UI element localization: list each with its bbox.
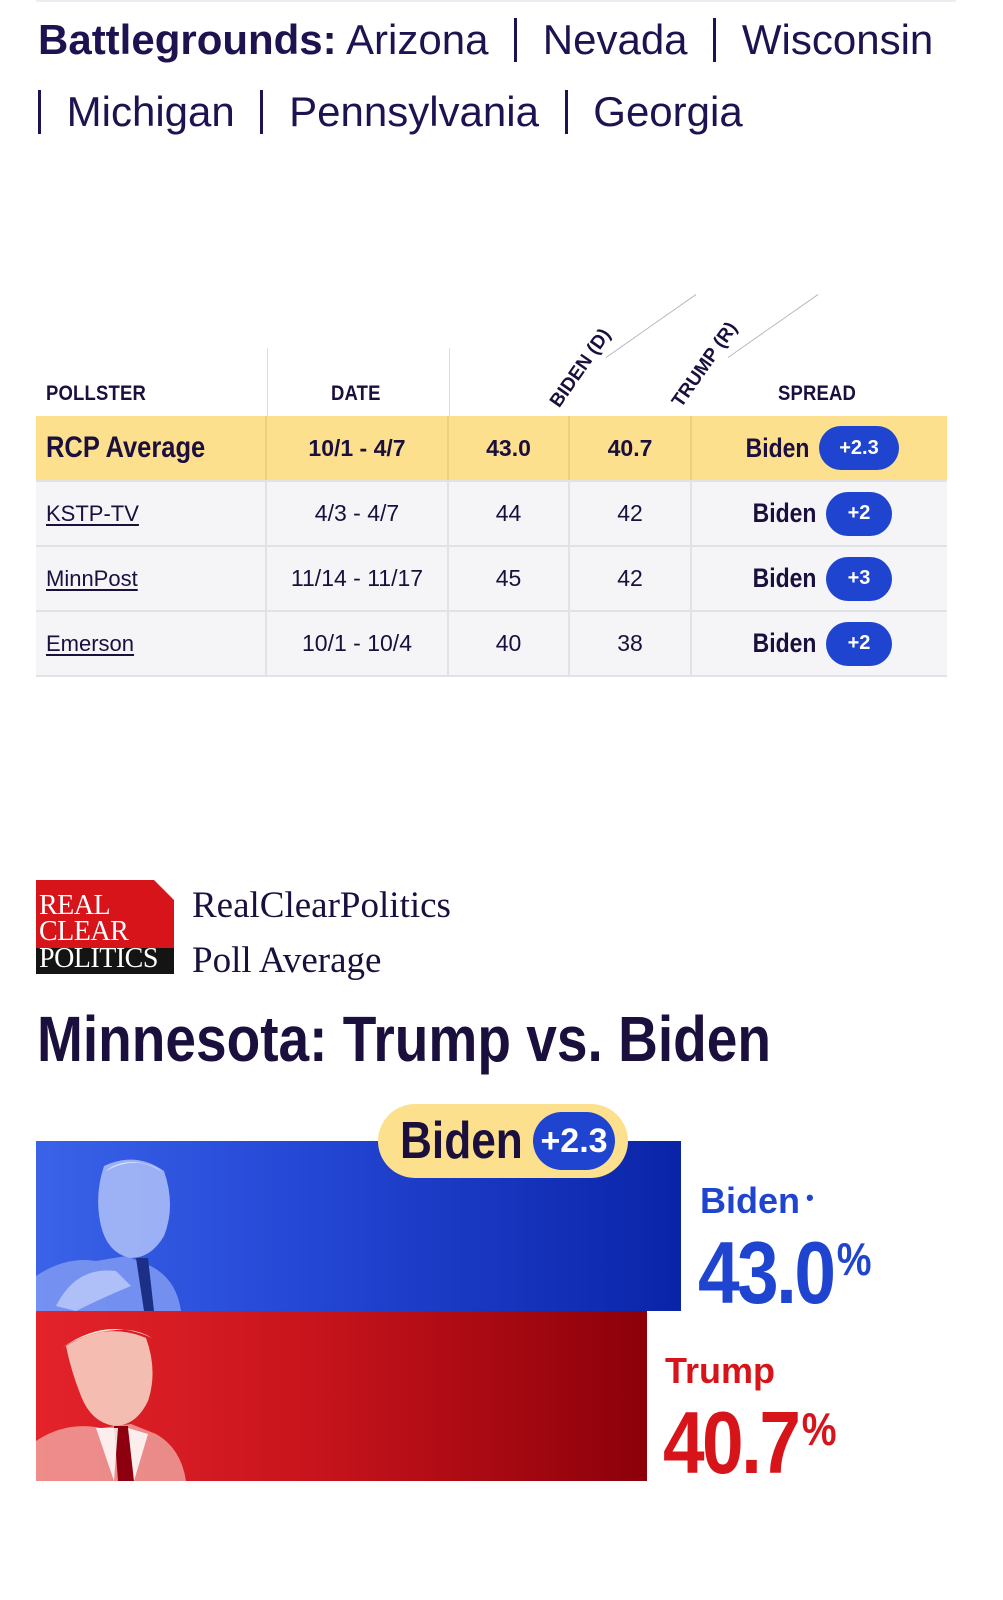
rcp-brand-name: RealClearPolitics xyxy=(192,885,451,926)
cell-biden: 44 xyxy=(449,482,570,545)
battleground-link-pennsylvania[interactable]: Pennsylvania xyxy=(289,88,539,135)
header-biden: BIDEN (D) xyxy=(545,325,616,412)
spread-badge: +3 xyxy=(826,556,892,601)
battleground-link-nevada[interactable]: Nevada xyxy=(542,16,688,63)
header-date: DATE xyxy=(331,382,381,405)
column-divider xyxy=(449,348,450,416)
pollster-link-kstp[interactable]: KSTP-TV xyxy=(46,500,139,526)
separator xyxy=(514,18,518,62)
cell-pollster: KSTP-TV xyxy=(36,482,267,545)
table-row-rcp-average: RCP Average 10/1 - 4/7 43.0 40.7 Biden +… xyxy=(36,416,947,482)
leader-spread-badge: +2.3 xyxy=(533,1112,615,1170)
logo-corner xyxy=(154,880,174,900)
cell-trump: 42 xyxy=(570,547,692,610)
column-divider xyxy=(267,348,268,416)
logo-word-real: REAL xyxy=(39,890,111,921)
logo-word-politics: POLITICS xyxy=(39,943,158,974)
header-pollster: POLLSTER xyxy=(46,382,146,405)
poll-table: POLLSTER DATE BIDEN (D) TRUMP (R) SPREAD… xyxy=(36,293,947,677)
cell-biden: 40 xyxy=(449,612,570,675)
percent-sign: % xyxy=(801,1403,837,1455)
biden-portrait-icon xyxy=(36,1159,181,1311)
battlegrounds-title: Battlegrounds: xyxy=(38,16,337,63)
logo-bar xyxy=(36,948,174,974)
trump-percentage: 40.7% xyxy=(663,1392,837,1494)
biden-percentage: 43.0% xyxy=(698,1222,872,1324)
logo-word-clear: CLEAR xyxy=(39,916,129,947)
separator xyxy=(713,18,717,62)
table-row: MinnPost 11/14 - 11/17 45 42 Biden +3 xyxy=(36,547,947,612)
percent-sign: % xyxy=(836,1233,872,1285)
biden-bar xyxy=(36,1141,681,1311)
table-header: POLLSTER DATE BIDEN (D) TRUMP (R) SPREAD xyxy=(36,293,947,416)
cell-spread: Biden +2 xyxy=(692,612,947,675)
cell-pollster: RCP Average xyxy=(36,416,267,480)
header-diagonal-line xyxy=(727,293,819,358)
battleground-link-michigan[interactable]: Michigan xyxy=(66,88,235,135)
trump-bar xyxy=(36,1311,647,1481)
biden-pct-value: 43.0 xyxy=(698,1223,836,1322)
battleground-link-wisconsin[interactable]: Wisconsin xyxy=(741,16,934,63)
cell-pollster: Emerson xyxy=(36,612,267,675)
spread-badge: +2 xyxy=(826,491,892,536)
cell-biden: 45 xyxy=(449,547,570,610)
cell-date: 10/1 - 10/4 xyxy=(267,612,449,675)
battlegrounds-nav: Battlegrounds: Arizona Nevada Wisconsin xyxy=(38,14,933,66)
trump-label: Trump xyxy=(665,1350,776,1391)
leader-dot-icon: • xyxy=(806,1185,814,1210)
cell-spread: Biden +3 xyxy=(692,547,947,610)
biden-name: Biden xyxy=(700,1180,801,1221)
cell-spread: Biden +2 xyxy=(692,482,947,545)
battleground-link-georgia[interactable]: Georgia xyxy=(593,88,743,135)
spread-candidate: Biden xyxy=(745,432,810,463)
battlegrounds-nav-continued: Michigan Pennsylvania Georgia xyxy=(38,86,743,138)
spread-candidate: Biden xyxy=(752,563,817,593)
spread-candidate: Biden xyxy=(752,498,817,528)
spread-badge: +2 xyxy=(826,621,892,666)
table-row: KSTP-TV 4/3 - 4/7 44 42 Biden +2 xyxy=(36,482,947,547)
cell-biden: 43.0 xyxy=(449,416,570,480)
header-spread: SPREAD xyxy=(778,382,857,405)
pollster-link-minnpost[interactable]: MinnPost xyxy=(46,565,138,591)
top-divider xyxy=(36,0,956,2)
spread-candidate: Biden xyxy=(752,628,817,658)
pollster-link-emerson[interactable]: Emerson xyxy=(46,630,135,656)
spread-badge: +2.3 xyxy=(819,426,899,470)
header-trump: TRUMP (R) xyxy=(667,318,742,412)
separator xyxy=(260,90,264,134)
cell-trump: 40.7 xyxy=(570,416,692,480)
cell-trump: 38 xyxy=(570,612,692,675)
cell-spread: Biden +2.3 xyxy=(692,416,947,480)
biden-label: Biden • xyxy=(700,1180,814,1222)
rcp-average-label: RCP Average xyxy=(46,431,206,464)
table-row: Emerson 10/1 - 10/4 40 38 Biden +2 xyxy=(36,612,947,677)
rcp-logo-icon: REAL CLEAR POLITICS xyxy=(36,880,174,974)
matchup-title: Minnesota: Trump vs. Biden xyxy=(37,1003,771,1075)
cell-date: 4/3 - 4/7 xyxy=(267,482,449,545)
battleground-link-arizona[interactable]: Arizona xyxy=(346,16,489,63)
trump-portrait-icon xyxy=(36,1329,186,1481)
cell-date: 10/1 - 4/7 xyxy=(267,416,449,480)
separator xyxy=(564,90,568,134)
header-diagonal-line xyxy=(605,293,697,358)
cell-pollster: MinnPost xyxy=(36,547,267,610)
separator xyxy=(38,90,41,134)
cell-date: 11/14 - 11/17 xyxy=(267,547,449,610)
rcp-poll-average-label: Poll Average xyxy=(192,940,382,981)
leader-badge: Biden +2.3 xyxy=(378,1104,628,1178)
trump-pct-value: 40.7 xyxy=(663,1393,801,1492)
leader-name: Biden xyxy=(400,1112,523,1170)
cell-trump: 42 xyxy=(570,482,692,545)
